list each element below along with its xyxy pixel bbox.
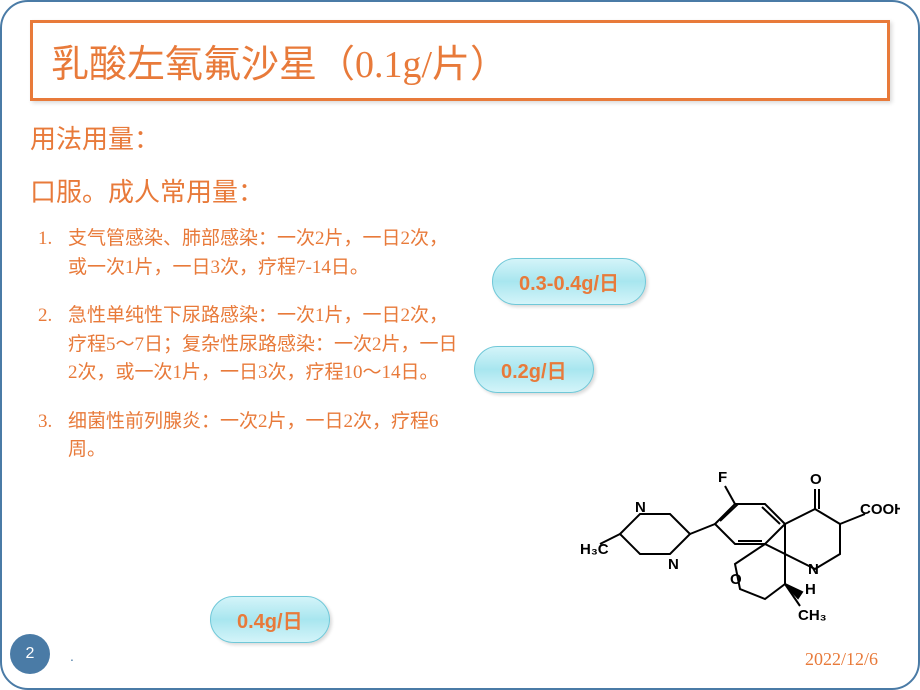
list-item: 1. 支气管感染、肺部感染：一次2片，一日2次，或一次1片，一日3次，疗程7-1… — [30, 225, 460, 282]
chem-label-O1: O — [810, 471, 822, 488]
slide-title: 乳酸左氧氟沙星（0.1g/片） — [51, 33, 869, 88]
chem-label-N1: N — [808, 561, 819, 578]
page-number-badge: 2 — [10, 634, 50, 674]
list-text: 急性单纯性下尿路感染：一次1片，一日2次，疗程5～7日；复杂性尿路感染：一次2片… — [68, 302, 460, 388]
list-item: 3. 细菌性前列腺炎：一次2片，一日2次，疗程6周。 — [30, 408, 460, 465]
chem-label-CH3: CH₃ — [798, 607, 827, 624]
dosage-pill-1: 0.3-0.4g/日 — [492, 258, 646, 305]
chemical-structure-icon: F O COOH N N N O H₃C H CH₃ — [580, 414, 900, 634]
dosage-pill-3: 0.4g/日 — [210, 596, 330, 643]
list-text: 细菌性前列腺炎：一次2片，一日2次，疗程6周。 — [68, 408, 460, 465]
chem-label-N3: N — [668, 556, 679, 573]
chem-label-H: H — [805, 581, 816, 598]
footer-marker: . — [70, 648, 74, 664]
section-usage: 用法用量： — [30, 119, 890, 156]
chem-label-COOH: COOH — [860, 501, 900, 518]
chem-label-N2: N — [635, 499, 646, 516]
chem-label-F: F — [718, 469, 727, 486]
list-number: 1. — [30, 225, 68, 282]
dosage-pill-2: 0.2g/日 — [474, 346, 594, 393]
slide-frame: 乳酸左氧氟沙星（0.1g/片） 用法用量： 口服。成人常用量： 1. 支气管感染… — [0, 0, 920, 690]
list-number: 3. — [30, 408, 68, 465]
chem-label-H3C: H₃C — [580, 541, 609, 558]
title-box: 乳酸左氧氟沙星（0.1g/片） — [30, 20, 890, 101]
list-number: 2. — [30, 302, 68, 388]
list-item: 2. 急性单纯性下尿路感染：一次1片，一日2次，疗程5～7日；复杂性尿路感染：一… — [30, 302, 460, 388]
chem-label-O2: O — [730, 571, 742, 588]
list-text: 支气管感染、肺部感染：一次2片，一日2次，或一次1片，一日3次，疗程7-14日。 — [68, 225, 460, 282]
section-oral: 口服。成人常用量： — [30, 172, 890, 209]
footer-date: 2022/12/6 — [805, 649, 878, 670]
